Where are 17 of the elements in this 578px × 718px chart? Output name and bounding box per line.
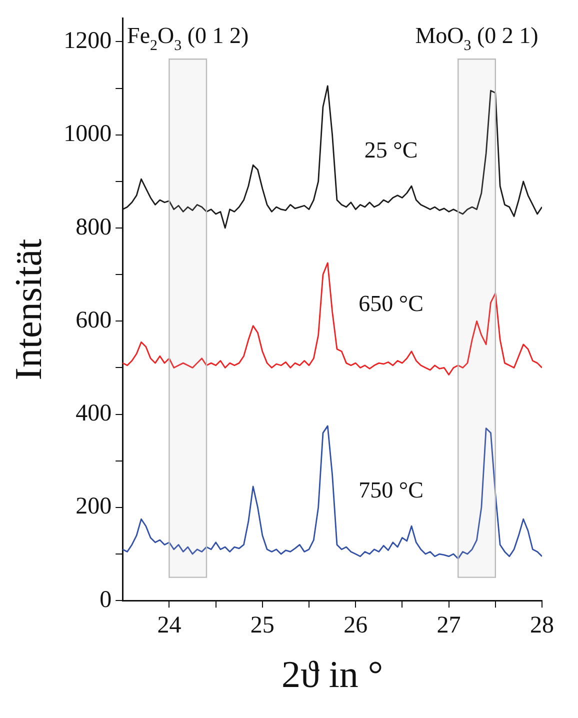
series-label: 750 °C: [358, 477, 424, 502]
y-tick-label: 1000: [64, 121, 112, 148]
x-axis-title: 2ϑ in °: [282, 654, 384, 696]
y-tick-label: 400: [76, 400, 112, 427]
y-tick-label: 600: [76, 307, 112, 334]
y-tick-label: 800: [76, 214, 112, 240]
y-tick-label: 200: [76, 494, 112, 520]
x-tick-label: 24: [157, 612, 182, 638]
x-tick-label: 27: [436, 612, 461, 638]
y-axis-title: Intensität: [8, 238, 50, 380]
x-tick-label: 28: [530, 612, 554, 638]
y-tick-label: 1200: [64, 28, 112, 54]
x-tick-label: 26: [344, 612, 368, 638]
series-label: 25 °C: [364, 137, 418, 162]
series-label: 650 °C: [358, 291, 424, 316]
x-tick-label: 25: [250, 612, 274, 638]
y-tick-label: 0: [100, 586, 112, 613]
